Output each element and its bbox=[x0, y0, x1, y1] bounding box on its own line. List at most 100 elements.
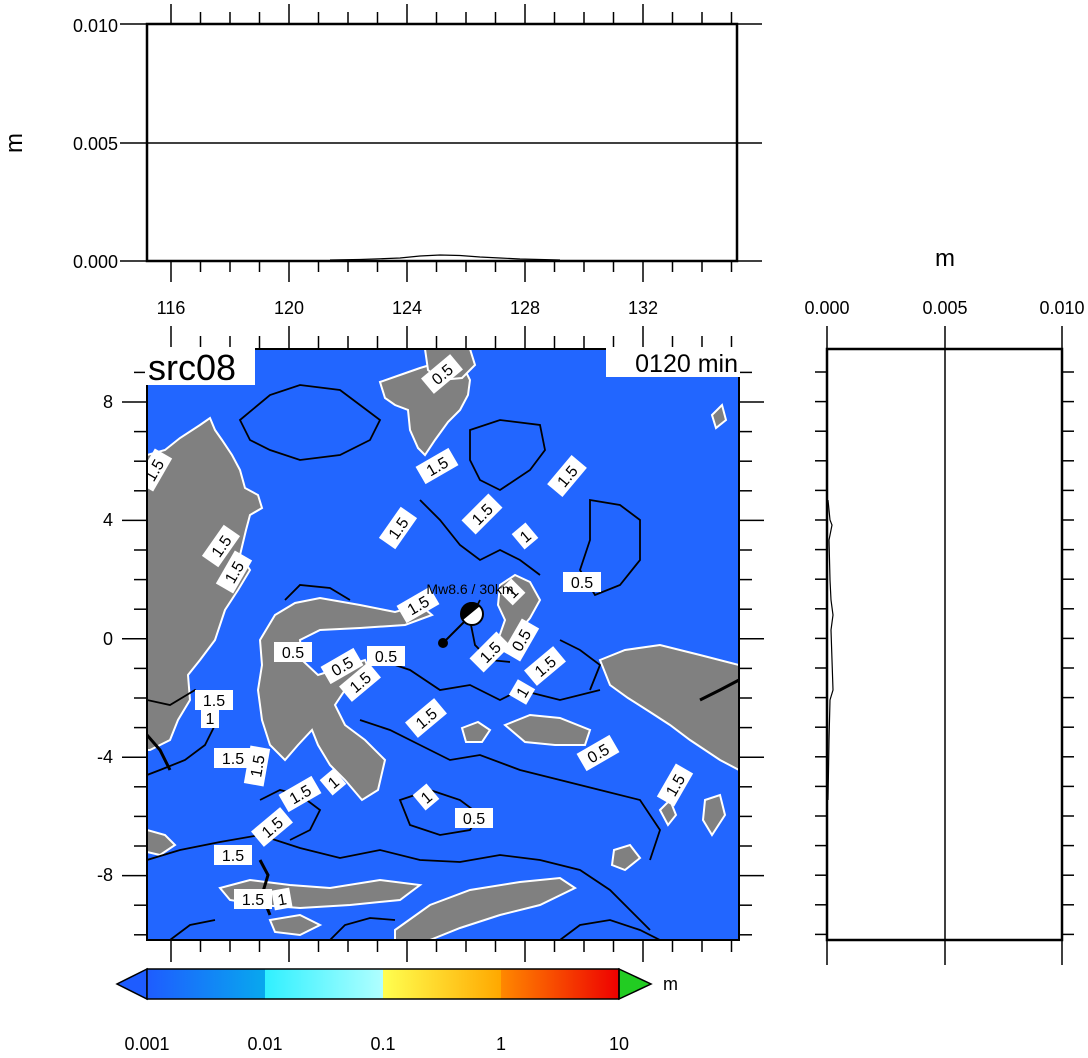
top-profile-y-tick: 0.010 bbox=[73, 16, 118, 36]
right-profile-x-tick: 0.005 bbox=[922, 298, 967, 318]
top-profile-x-tick: 124 bbox=[392, 298, 422, 318]
contour-label-box bbox=[498, 578, 526, 606]
colorbar: m 0.001 0.01 0.1 1 10 bbox=[115, 967, 678, 1054]
contour-line bbox=[559, 639, 602, 691]
land-aru bbox=[701, 793, 727, 837]
right-profile-ticks bbox=[815, 326, 1074, 965]
contour-label: 1 bbox=[498, 578, 526, 606]
map-y-tick: 8 bbox=[103, 392, 113, 412]
contour-label-box bbox=[396, 586, 440, 624]
contour-label-box bbox=[251, 807, 293, 847]
map-ticks bbox=[122, 326, 764, 962]
contour-line bbox=[379, 659, 601, 702]
top-profile-wave-trace bbox=[329, 254, 561, 261]
contour-label-box bbox=[502, 618, 540, 662]
top-profile-x-tick: 128 bbox=[510, 298, 540, 318]
contour-label-text: 1.5 bbox=[242, 892, 264, 909]
contour-label-text: 0.5 bbox=[375, 649, 397, 666]
contour-label-box bbox=[201, 524, 241, 568]
contour-line bbox=[419, 499, 541, 576]
map-y-tick: 4 bbox=[103, 510, 113, 530]
contour-label: 1.5 bbox=[234, 889, 272, 909]
land-borneo bbox=[147, 416, 264, 751]
colorbar-segment bbox=[147, 969, 265, 999]
time-label-box bbox=[606, 347, 740, 377]
contour-line bbox=[259, 789, 322, 841]
contour-label-box bbox=[278, 775, 322, 813]
contour-label: 1.5 bbox=[243, 745, 271, 787]
map-y-tick: -8 bbox=[97, 865, 113, 885]
right-profile-x-tick: 0.000 bbox=[804, 298, 849, 318]
contour-label-box bbox=[511, 522, 539, 550]
contour-label: 1.5 bbox=[214, 845, 252, 865]
contour-label-box bbox=[367, 646, 405, 666]
contour-label-box bbox=[215, 550, 253, 594]
coast-line bbox=[147, 734, 172, 771]
colorbar-over-arrow bbox=[618, 967, 653, 1001]
contour-label-box bbox=[656, 763, 694, 807]
contour-label-box bbox=[201, 708, 219, 728]
contour-label-box bbox=[461, 493, 503, 535]
contour-label-box bbox=[378, 506, 418, 550]
contour-label-text: 0.5 bbox=[571, 575, 593, 592]
contour-label-text: 0.5 bbox=[463, 811, 485, 828]
top-profile-panel: m 0.010 0.005 0.000 116 120 124 128 132 bbox=[1, 4, 762, 318]
contour-label-box bbox=[508, 679, 536, 705]
contour-label-box bbox=[421, 354, 463, 394]
contour-label-box bbox=[563, 572, 601, 592]
contour-label: 1 bbox=[319, 768, 347, 796]
land-islands-ne bbox=[610, 843, 642, 872]
contour-label: 0.5 bbox=[367, 646, 405, 666]
contour-label: 0.5 bbox=[455, 808, 493, 828]
map-y-tick: -4 bbox=[97, 747, 113, 767]
colorbar-under-arrow bbox=[115, 967, 148, 1001]
contour-label-text: 1.5 bbox=[222, 848, 244, 865]
contour-label: 1.5 bbox=[195, 690, 233, 710]
top-profile-y-unit: m bbox=[1, 133, 28, 153]
map-panel: 0.51.5 1.5 1.51.511.51.51.5 0.51.510.50.5 0.… bbox=[97, 326, 764, 962]
contour-label: 1 bbox=[271, 887, 293, 911]
contour-line bbox=[559, 919, 661, 940]
contour-label-box bbox=[195, 690, 233, 710]
colorbar-tick: 0.01 bbox=[247, 1034, 282, 1054]
contour-line bbox=[284, 584, 351, 601]
contour-label-text: 1.5 bbox=[203, 693, 225, 710]
contour-label-box bbox=[412, 783, 440, 811]
top-profile-y-tick: 0.005 bbox=[73, 134, 118, 154]
contour-label-box bbox=[214, 748, 252, 768]
contour-line bbox=[169, 919, 216, 940]
land-seram bbox=[503, 713, 592, 746]
contour-label-box bbox=[415, 447, 459, 485]
land-sumba bbox=[268, 913, 323, 937]
contour-line bbox=[147, 834, 651, 931]
contour-label-box bbox=[274, 642, 312, 662]
right-profile-panel: m 0.000 0.005 0.010 bbox=[804, 245, 1085, 965]
top-profile-y-tick: 0.000 bbox=[73, 252, 118, 272]
colorbar-tick: 0.1 bbox=[370, 1034, 395, 1054]
map-y-tick: 0 bbox=[103, 629, 113, 649]
source-label-box bbox=[145, 347, 255, 385]
contour-label-text: 1.5 bbox=[222, 751, 244, 768]
contour-line bbox=[579, 498, 641, 597]
epicenter-dot bbox=[438, 638, 448, 648]
land-sumbawa bbox=[147, 828, 177, 857]
contour-label-text: 1.5 bbox=[248, 754, 269, 779]
land-new-guinea bbox=[598, 643, 739, 772]
land-kai bbox=[658, 798, 678, 827]
top-profile-x-tick: 116 bbox=[157, 298, 186, 318]
colorbar-segment bbox=[265, 969, 383, 999]
contour-label-box bbox=[339, 662, 381, 702]
colorbar-tick: 10 bbox=[609, 1034, 629, 1054]
epicenter-marker: Mw8.6 / 30km bbox=[426, 581, 514, 648]
contour-line bbox=[469, 419, 546, 492]
right-profile-x-tick: 0.010 bbox=[1039, 298, 1084, 318]
contour-line bbox=[359, 719, 661, 861]
colorbar-segment bbox=[383, 969, 501, 999]
top-profile-x-tick: 132 bbox=[628, 298, 658, 318]
colorbar-segment bbox=[501, 969, 619, 999]
contour-line bbox=[238, 384, 382, 461]
contour-label-text: 1 bbox=[276, 891, 288, 909]
colorbar-tick: 0.001 bbox=[124, 1034, 169, 1054]
land-masses bbox=[147, 349, 739, 940]
colorbar-unit: m bbox=[663, 974, 678, 994]
